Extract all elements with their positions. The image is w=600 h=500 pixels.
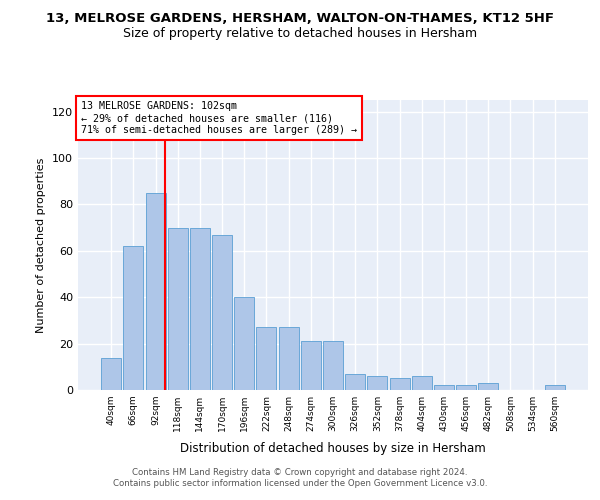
Bar	[301, 342, 321, 390]
Text: Contains HM Land Registry data © Crown copyright and database right 2024.
Contai: Contains HM Land Registry data © Crown c…	[113, 468, 487, 487]
Bar	[190, 228, 210, 390]
Bar	[345, 374, 365, 390]
X-axis label: Distribution of detached houses by size in Hersham: Distribution of detached houses by size …	[180, 442, 486, 456]
Bar	[412, 376, 432, 390]
Bar	[234, 297, 254, 390]
Bar	[478, 383, 498, 390]
Bar	[389, 378, 410, 390]
Bar	[101, 358, 121, 390]
Bar	[367, 376, 388, 390]
Y-axis label: Number of detached properties: Number of detached properties	[37, 158, 46, 332]
Text: Size of property relative to detached houses in Hersham: Size of property relative to detached ho…	[123, 28, 477, 40]
Bar	[545, 386, 565, 390]
Text: 13, MELROSE GARDENS, HERSHAM, WALTON-ON-THAMES, KT12 5HF: 13, MELROSE GARDENS, HERSHAM, WALTON-ON-…	[46, 12, 554, 26]
Bar	[168, 228, 188, 390]
Bar	[278, 328, 299, 390]
Bar	[323, 342, 343, 390]
Bar	[212, 234, 232, 390]
Bar	[456, 386, 476, 390]
Text: 13 MELROSE GARDENS: 102sqm
← 29% of detached houses are smaller (116)
71% of sem: 13 MELROSE GARDENS: 102sqm ← 29% of deta…	[80, 102, 356, 134]
Bar	[124, 246, 143, 390]
Bar	[256, 328, 277, 390]
Bar	[146, 193, 166, 390]
Bar	[434, 386, 454, 390]
